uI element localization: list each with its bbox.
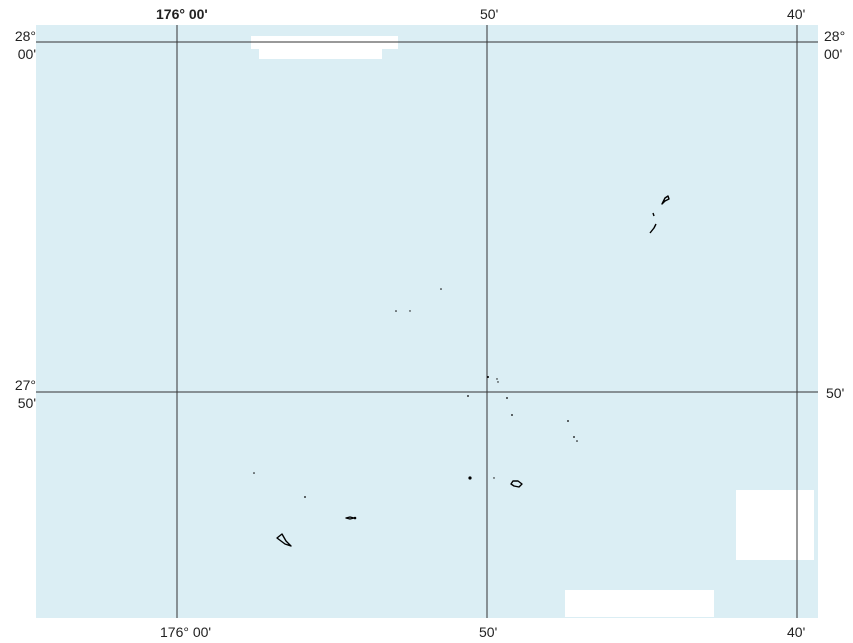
label-box-top-lower	[259, 47, 382, 59]
right-label-28-min: 00'	[824, 45, 852, 63]
left-label-28-deg: 28°	[4, 27, 36, 45]
islet	[253, 472, 255, 474]
islet	[468, 476, 471, 479]
bottom-label-40: 40'	[787, 624, 805, 640]
bottom-label-176-00: 176° 00'	[160, 624, 211, 640]
islet	[467, 395, 469, 397]
islet	[493, 477, 494, 478]
label-box-right	[736, 490, 814, 560]
islet	[567, 420, 569, 422]
islet	[409, 310, 410, 311]
top-label-50: 50'	[480, 6, 498, 22]
islet	[487, 376, 489, 378]
islet	[440, 288, 442, 290]
islet	[506, 397, 508, 399]
ocean-area	[36, 25, 818, 618]
bottom-label-50: 50'	[479, 624, 497, 640]
islet	[496, 378, 497, 379]
label-box-bottom	[565, 590, 714, 617]
left-label-27-50: 27° 50'	[4, 376, 36, 412]
left-label-28-00: 28° 00'	[4, 27, 36, 63]
left-label-27-min: 50'	[4, 394, 36, 412]
islet	[576, 440, 578, 442]
islet	[573, 436, 575, 438]
left-label-27-deg: 27°	[4, 376, 36, 394]
right-label-28-00: 28° 00'	[824, 27, 852, 63]
right-label-28-deg: 28°	[824, 27, 852, 45]
islet	[497, 381, 498, 382]
top-label-40: 40'	[787, 6, 805, 22]
islet	[395, 310, 397, 312]
islet	[304, 496, 306, 498]
islet	[354, 517, 357, 520]
right-label-50: 50'	[826, 385, 844, 401]
top-label-176-00: 176° 00'	[156, 6, 208, 22]
island-ne-2	[653, 213, 654, 216]
islet	[511, 414, 513, 416]
left-label-28-min: 00'	[4, 45, 36, 63]
